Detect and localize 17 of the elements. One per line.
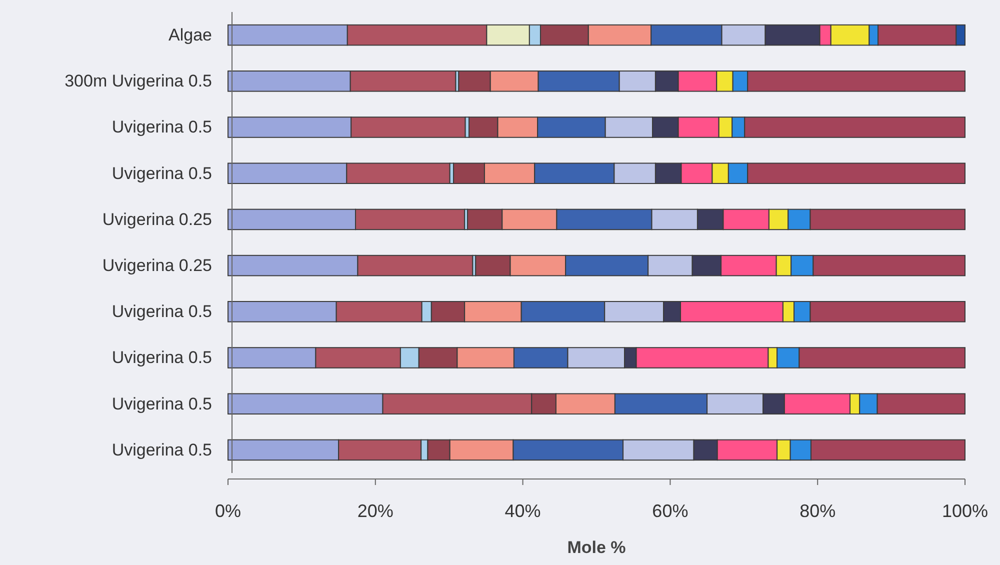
- y-tick-label: Uvigerina 0.25: [102, 210, 212, 229]
- y-tick-label: Uvigerina 0.5: [112, 440, 212, 460]
- x-tick-label: 20%: [357, 500, 394, 521]
- y-tick-label: Algae: [168, 25, 212, 44]
- x-tick-label: 100%: [942, 500, 988, 521]
- x-tick-label: 40%: [504, 500, 541, 521]
- x-tick-label: 0%: [214, 500, 242, 521]
- y-tick-label: Uvigerina 0.5: [112, 164, 212, 183]
- y-tick-label: Uvigerina 0.5: [112, 118, 212, 137]
- y-tick-label: Uvigerina 0.5: [112, 302, 212, 322]
- y-tick-label: Uvigerina 0.5: [112, 348, 212, 368]
- x-tick-label: 80%: [800, 500, 836, 521]
- x-axis-title: Mole %: [567, 538, 626, 557]
- x-tick-label: 60%: [652, 500, 688, 521]
- y-tick-label: 300m Uvigerina 0.5: [64, 72, 212, 91]
- y-tick-label: Uvigerina 0.5: [112, 394, 212, 414]
- y-tick-label: Uvigerina 0.25: [102, 256, 212, 275]
